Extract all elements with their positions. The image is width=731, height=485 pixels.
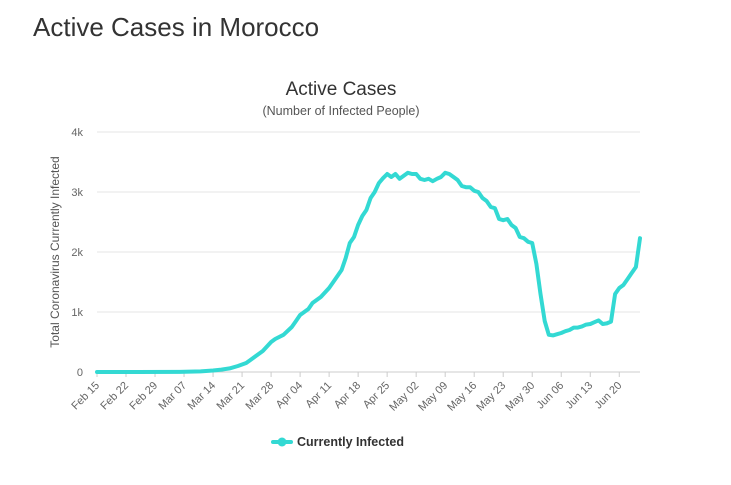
legend-item[interactable]: Currently Infected — [271, 435, 404, 449]
y-tick-label: 3k — [71, 187, 83, 199]
chart-subtitle: (Number of Infected People) — [262, 104, 419, 118]
x-tick-label: May 02 — [387, 380, 421, 414]
x-tick-label: May 30 — [503, 380, 537, 414]
legend-marker-swatch — [277, 437, 287, 447]
x-tick-label: Apr 18 — [332, 380, 363, 411]
y-axis-label: Total Coronavirus Currently Infected — [48, 156, 62, 347]
x-tick-label: May 23 — [474, 380, 508, 414]
x-tick-label: Apr 04 — [274, 380, 305, 411]
gridlines — [97, 131, 640, 373]
y-axis-ticks: 0 1k 2k 3k 4k — [71, 127, 83, 379]
x-tick-label: Jun 06 — [535, 380, 567, 412]
x-tick-label: Jun 20 — [593, 380, 625, 412]
x-tick-label: Apr 11 — [303, 380, 334, 411]
x-tick-label: Mar 07 — [156, 380, 189, 413]
x-tick-label: Mar 28 — [244, 380, 277, 413]
x-tick-label: May 09 — [416, 380, 450, 414]
x-tick-label: Feb 29 — [127, 380, 160, 413]
y-tick-label: 1k — [71, 307, 83, 319]
chart-title: Active Cases — [286, 79, 397, 100]
series-layer — [95, 170, 642, 374]
x-tick-label: Feb 22 — [98, 380, 131, 413]
x-tick-label: May 16 — [445, 380, 479, 414]
x-tick-label: Jun 13 — [564, 380, 596, 412]
y-tick-label: 2k — [71, 247, 83, 259]
y-tick-label: 0 — [77, 367, 83, 379]
x-tick-label: Feb 15 — [69, 380, 102, 413]
y-tick-label: 4k — [71, 127, 83, 139]
legend-label: Currently Infected — [297, 435, 404, 449]
x-tick-label: Mar 14 — [185, 380, 218, 413]
x-tick-label: Mar 21 — [214, 380, 247, 413]
series-line-currently-infected[interactable] — [95, 170, 642, 374]
page-title: Active Cases in Morocco — [33, 12, 320, 42]
